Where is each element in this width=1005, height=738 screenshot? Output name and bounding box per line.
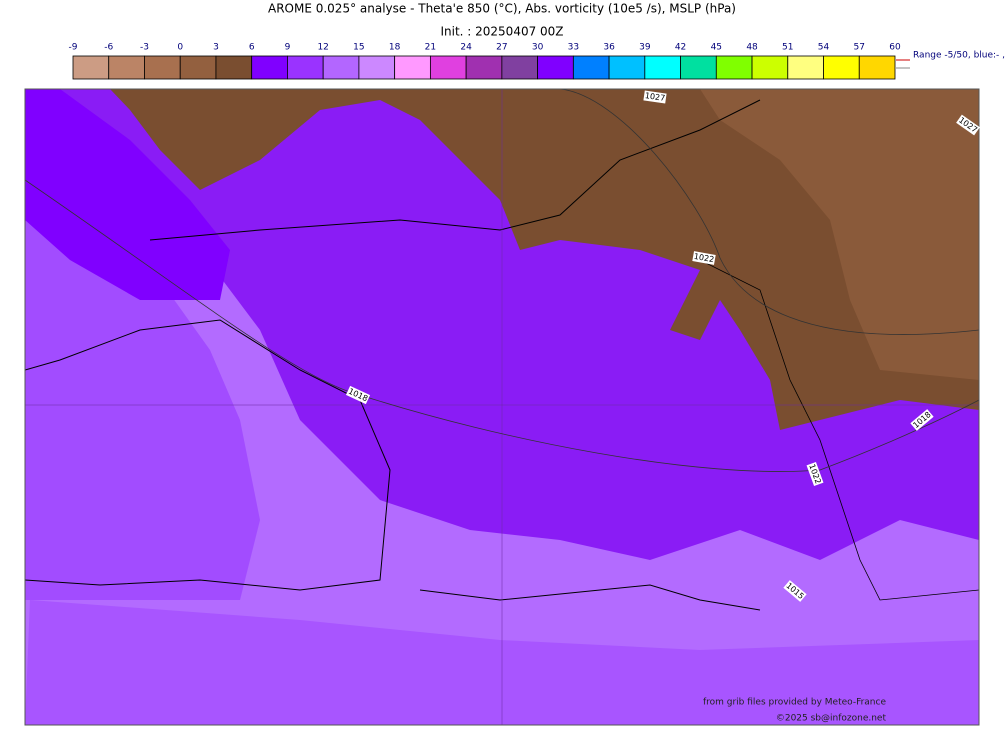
colorbar-box <box>680 55 717 80</box>
isobar-label: 1022 <box>693 252 715 264</box>
colorbar-box <box>144 55 181 80</box>
colorbar-tick-label: 24 <box>460 43 472 53</box>
colorbar-box <box>465 55 503 80</box>
colorbar-tick-label: 57 <box>854 43 865 53</box>
colorbar-box <box>537 55 574 80</box>
colorbar-tick-label: 15 <box>353 43 364 53</box>
map: 1027 1027 1022 1018 1018 1022 1015 from … <box>24 88 980 726</box>
colorbar-tick-label: 39 <box>639 43 651 53</box>
source-credit: from grib files provided by Meteo-France <box>703 698 886 708</box>
copyright: ©2025 sb@infozone.net <box>776 714 887 724</box>
colorbar-box <box>715 55 753 80</box>
colorbar-tick-label: -6 <box>104 43 113 53</box>
colorbar-tick-label: 36 <box>603 43 615 53</box>
isobar <box>25 179 979 472</box>
dry-area <box>700 89 979 380</box>
colorbar-tick-label: 27 <box>496 43 507 53</box>
colorbar-tick-label: 6 <box>249 43 255 53</box>
colorbar-box <box>179 55 217 80</box>
colorbar-tick-label: 9 <box>285 43 291 53</box>
isobar <box>559 89 979 335</box>
colorbar-box <box>787 55 824 80</box>
colorbar-box <box>501 55 539 80</box>
coastline <box>25 319 391 591</box>
colorbar-box <box>358 55 396 80</box>
colorbar-note: Range -5/50, blue:- , r <box>913 51 1005 61</box>
warm-area <box>25 120 979 725</box>
colorbar-tick-label: 45 <box>711 43 722 53</box>
coastline <box>419 584 761 611</box>
colorbar-tick-label: 33 <box>568 43 579 53</box>
subtitle: Init. : 20250407 00Z <box>440 25 563 39</box>
colorbar-tick-label: -3 <box>140 43 149 53</box>
colorbar-tick-label: -9 <box>69 43 78 53</box>
isobar-label: 1027 <box>644 91 665 103</box>
graticule <box>25 89 979 725</box>
cold-area <box>25 89 230 300</box>
colorbar-box <box>572 55 610 80</box>
colorbar-tick-label: 54 <box>818 43 830 53</box>
colorbar-tick-label: 51 <box>782 43 793 53</box>
colorbar-box <box>287 55 324 80</box>
coastline <box>149 99 761 241</box>
colorbar-tick-label: 30 <box>532 43 544 53</box>
colorbar: -9 -6 -3 0 3 6 9 12 15 18 21 24 27 30 33 36 39 42 45 48 51 54… <box>69 43 901 80</box>
colorbar-box <box>751 55 789 80</box>
colorbar-box <box>215 55 253 80</box>
dry-area <box>110 89 979 430</box>
colorbar-box <box>823 55 860 80</box>
colorbar-box <box>72 55 110 80</box>
colorbar-tick-label: 12 <box>317 43 328 53</box>
colorbar-box <box>322 55 360 80</box>
colorbar-tick-label: 60 <box>889 43 901 53</box>
colorbar-box <box>858 55 896 80</box>
colorbar-tick-label: 21 <box>425 43 436 53</box>
colorbar-tick-label: 0 <box>177 43 183 53</box>
colorbar-box <box>429 55 467 80</box>
colorbar-box <box>394 55 431 80</box>
colorbar-tick-label: 18 <box>389 43 401 53</box>
colorbar-box <box>251 55 288 80</box>
colorbar-box <box>644 55 681 80</box>
colorbar-tick-label: 3 <box>213 43 219 53</box>
border <box>699 259 979 601</box>
colorbar-tick-label: 42 <box>675 43 686 53</box>
map-frame <box>24 88 980 726</box>
colorbar-box <box>108 55 145 80</box>
title: AROME 0.025° analyse - Theta'e 850 (°C),… <box>268 2 736 16</box>
colorbar-box <box>608 55 646 80</box>
colorbar-tick-label: 48 <box>746 43 758 53</box>
